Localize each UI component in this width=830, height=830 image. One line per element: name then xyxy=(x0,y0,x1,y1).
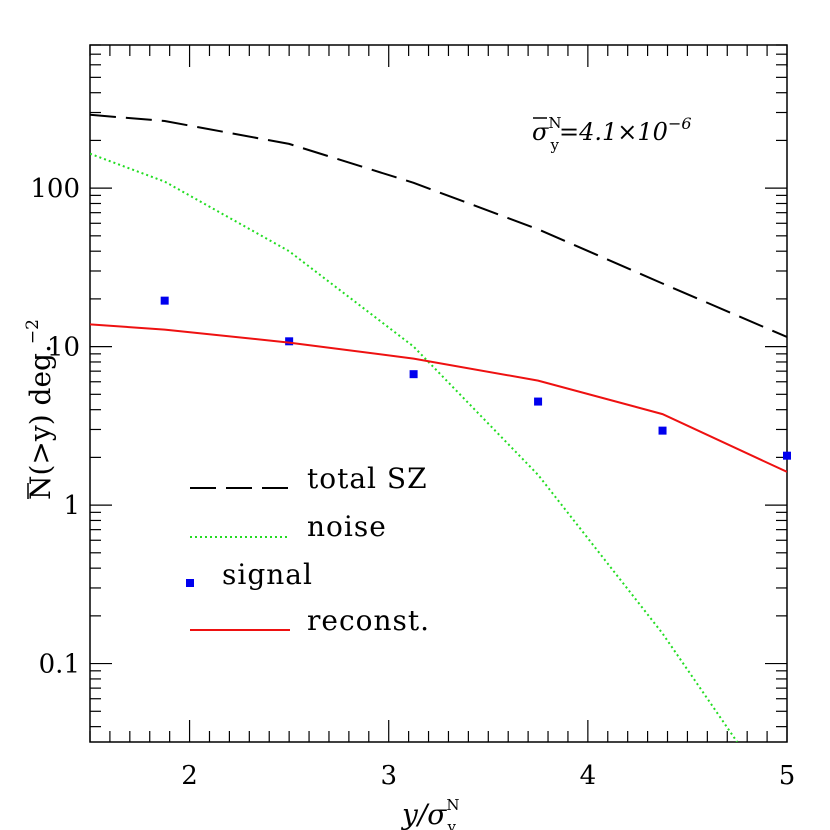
series-layer xyxy=(90,113,791,742)
x-axis-label-main: y/σ xyxy=(400,798,447,830)
signal-point xyxy=(160,296,169,305)
y-tick-label: 100 xyxy=(30,174,80,204)
axis-ticks xyxy=(89,44,788,742)
svg-text:N(>y) deg.−2: N(>y) deg.−2 xyxy=(23,319,57,500)
legend: total SZ noise signal reconst. xyxy=(186,462,430,637)
y-tick-label: 10 xyxy=(47,333,80,363)
annotation-sup: N xyxy=(548,114,561,132)
signal-point xyxy=(783,451,791,460)
x-tick-label: 2 xyxy=(181,761,198,791)
legend-label-total-sz: total SZ xyxy=(307,462,428,495)
legend-label-signal: signal xyxy=(222,558,313,591)
x-axis-label: y/σN y xyxy=(400,796,460,830)
sigma-annotation: σN y=4.1×10−6 xyxy=(532,114,692,154)
tick-labels: 2 3 4 5 0.1 1 10 100 xyxy=(30,174,795,791)
y-tick-label: 1 xyxy=(63,491,80,521)
annotation-sigma: σ xyxy=(532,118,549,146)
y-tick-label: 0.1 xyxy=(39,650,80,680)
series-line-noise xyxy=(90,152,739,742)
x-axis-label-sub: y xyxy=(447,818,457,830)
y-axis-label-rest: (>y) deg. xyxy=(24,344,57,475)
x-axis-label-sup: N xyxy=(446,796,459,814)
signal-point xyxy=(658,426,667,435)
legend-label-noise: noise xyxy=(307,510,387,543)
x-tick-label: 3 xyxy=(380,761,397,791)
x-tick-label: 4 xyxy=(580,761,597,791)
signal-point xyxy=(409,370,418,379)
annotation-sub: y xyxy=(550,136,560,154)
legend-swatch-signal xyxy=(186,579,194,587)
signal-point xyxy=(285,337,294,346)
svg-text:σNy=4.1×10−6: σN y=4.1×10−6 xyxy=(532,114,692,154)
legend-label-reconst: reconst. xyxy=(307,604,430,637)
plot-frame xyxy=(89,44,788,743)
y-axis-label-exp: −2 xyxy=(23,319,43,344)
y-axis-label-over: N xyxy=(24,476,57,501)
series-line-total-sz xyxy=(90,113,787,338)
y-axis-label: N(>y) deg.−2 xyxy=(23,319,57,500)
signal-point xyxy=(534,397,543,406)
annotation-exp: −6 xyxy=(668,114,692,133)
x-tick-label: 5 xyxy=(779,761,796,791)
annotation-value: =4.1×10 xyxy=(559,118,668,146)
series-line-reconst xyxy=(90,323,787,473)
